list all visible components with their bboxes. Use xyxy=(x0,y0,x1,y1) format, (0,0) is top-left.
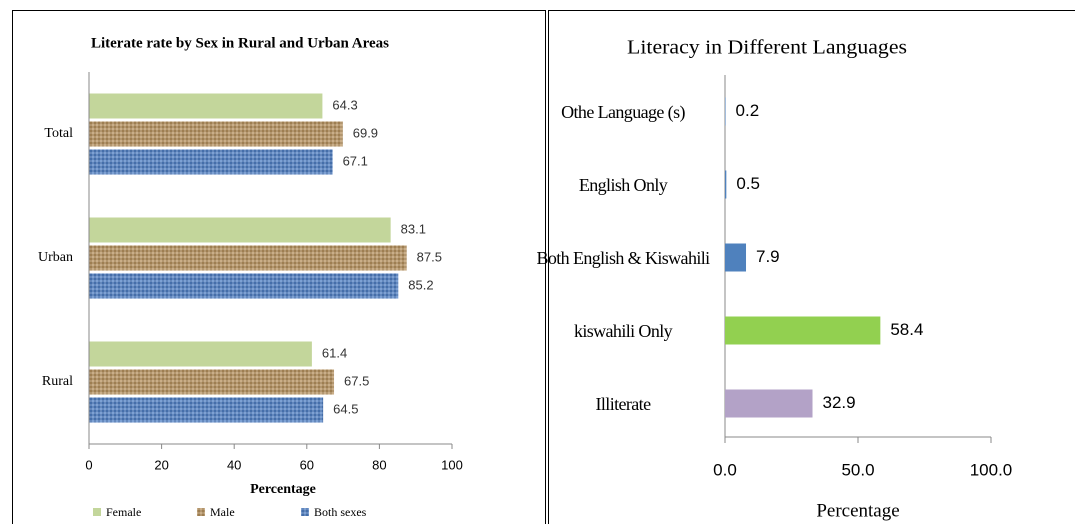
y-tick-label: Urban xyxy=(38,250,73,265)
bar xyxy=(89,217,391,243)
y-tick-label: kiswahili Only xyxy=(573,320,673,341)
bar xyxy=(89,341,312,367)
y-tick-label: Total xyxy=(44,126,73,141)
right-x-label: Percentage xyxy=(816,500,899,521)
x-tick-label: 20 xyxy=(154,457,168,472)
legend-swatch xyxy=(93,508,101,516)
x-tick-label: 50.0 xyxy=(841,460,874,479)
value-label: 0.2 xyxy=(736,101,760,120)
bar xyxy=(89,397,324,423)
x-tick-label: 100 xyxy=(441,457,463,472)
y-tick-label: Othe Language (s) xyxy=(561,101,685,122)
bar xyxy=(725,170,727,199)
legend-swatch xyxy=(197,508,205,516)
x-tick-label: 60 xyxy=(300,457,314,472)
value-label: 87.5 xyxy=(417,249,442,264)
value-label: 7.9 xyxy=(756,247,780,266)
bar xyxy=(725,316,881,345)
legend-label: Male xyxy=(210,505,235,519)
bar xyxy=(89,369,335,395)
y-tick-label: Both English & Kiswahili xyxy=(536,247,710,268)
value-label: 64.3 xyxy=(332,97,357,112)
x-tick-label: 100.0 xyxy=(970,460,1013,479)
legend-label: Female xyxy=(106,505,141,519)
x-tick-label: 80 xyxy=(372,457,386,472)
left-x-label: Percentage xyxy=(250,482,316,497)
bar xyxy=(725,389,813,418)
bar xyxy=(725,243,747,272)
y-tick-label: English Only xyxy=(578,174,668,195)
bar xyxy=(89,149,333,175)
value-label: 67.5 xyxy=(344,373,369,388)
x-tick-label: 40 xyxy=(227,457,241,472)
value-label: 64.5 xyxy=(333,401,358,416)
value-label: 32.9 xyxy=(823,393,856,412)
bar xyxy=(89,93,323,119)
bar xyxy=(725,97,726,126)
legend-swatch xyxy=(301,508,309,516)
legend-label: Both sexes xyxy=(314,505,367,519)
x-tick-label: 0 xyxy=(85,457,92,472)
left-frame xyxy=(12,10,546,524)
value-label: 85.2 xyxy=(408,277,433,292)
value-label: 58.4 xyxy=(890,320,923,339)
left-title: Literate rate by Sex in Rural and Urban … xyxy=(91,35,389,51)
y-tick-label: Illiterate xyxy=(595,393,652,414)
value-label: 83.1 xyxy=(401,221,426,236)
value-label: 0.5 xyxy=(736,174,760,193)
value-label: 61.4 xyxy=(322,345,347,360)
bar xyxy=(89,121,343,147)
y-tick-label: Rural xyxy=(42,374,73,389)
x-tick-label: 0.0 xyxy=(713,460,737,479)
value-label: 69.9 xyxy=(353,125,378,140)
right-frame xyxy=(548,10,1075,524)
right-title: Literacy in Different Languages xyxy=(627,37,907,59)
bar xyxy=(89,273,399,299)
value-label: 67.1 xyxy=(343,153,368,168)
bar xyxy=(89,245,407,271)
